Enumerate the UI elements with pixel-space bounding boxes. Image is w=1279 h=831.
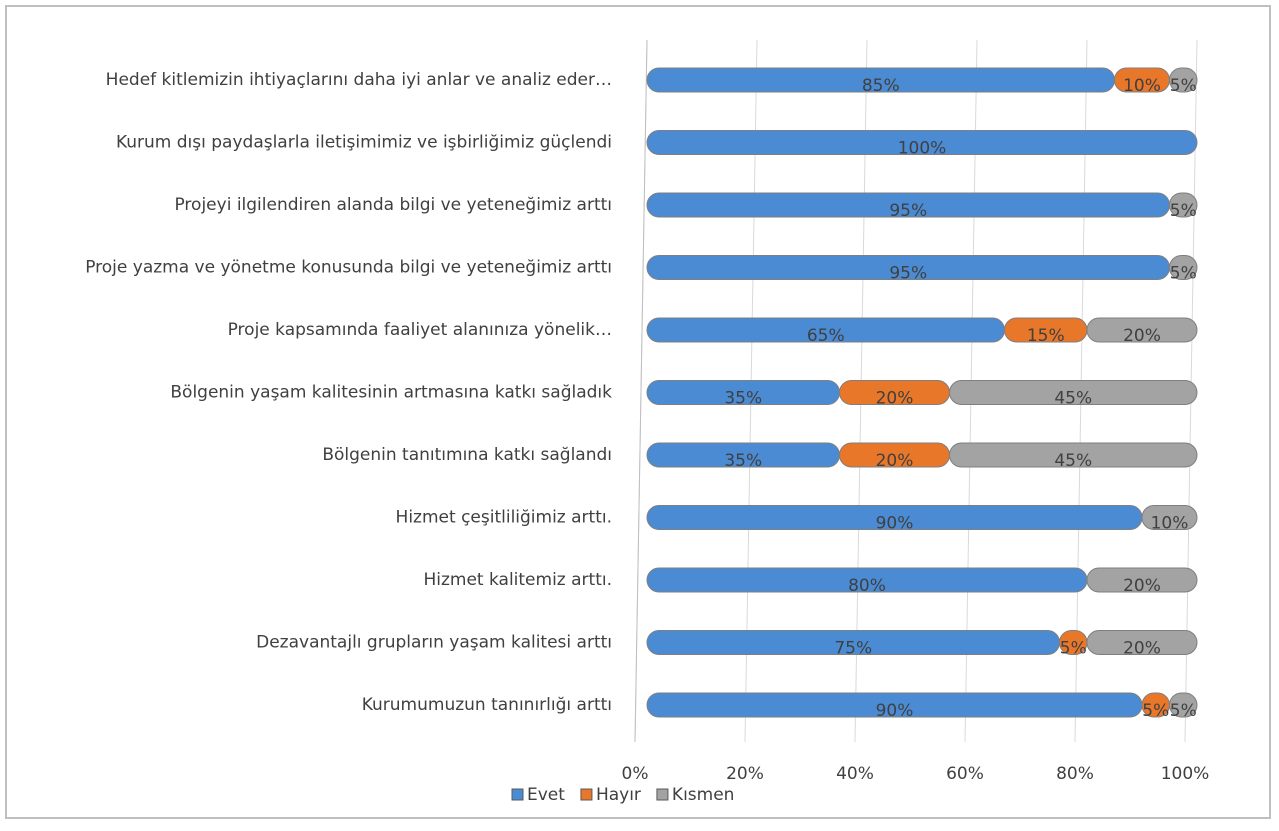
- x-tick-label: 100%: [1161, 764, 1210, 784]
- bar-segment: [1169, 192, 1198, 218]
- data-label: 45%: [1054, 451, 1092, 471]
- data-label: 75%: [834, 639, 872, 659]
- bar-segment: [646, 130, 1198, 155]
- data-label: 45%: [1054, 389, 1092, 409]
- x-tick-label: 40%: [836, 764, 874, 784]
- legend-swatch: [580, 788, 593, 801]
- data-label: 5%: [1170, 76, 1197, 96]
- data-label: 35%: [724, 451, 762, 471]
- x-tick-label: 60%: [946, 764, 984, 784]
- x-tick-label: 20%: [726, 764, 764, 784]
- category-label: Kurum dışı paydaşlarla iletişimimiz ve i…: [116, 133, 612, 153]
- data-label: 65%: [807, 326, 845, 346]
- legend-label: Evet: [527, 785, 565, 805]
- data-label: 20%: [1123, 639, 1161, 659]
- x-tick-label: 0%: [622, 764, 649, 784]
- data-label: 5%: [1170, 201, 1197, 221]
- data-label: 100%: [898, 139, 947, 159]
- category-label: Projeyi ilgilendiren alanda bilgi ve yet…: [174, 195, 612, 215]
- data-label: 20%: [1123, 576, 1161, 596]
- data-label: 90%: [876, 514, 914, 534]
- x-tick-label: 80%: [1056, 764, 1094, 784]
- category-label: Proje kapsamında faaliyet alanınıza yöne…: [228, 320, 612, 340]
- bar-segment: [1141, 505, 1198, 530]
- data-label: 5%: [1142, 701, 1169, 721]
- legend-label: Hayır: [596, 785, 641, 805]
- data-label: 10%: [1151, 514, 1189, 534]
- legend-swatch: [656, 788, 669, 801]
- bar-segment: [1169, 255, 1198, 280]
- data-label: 20%: [876, 389, 914, 409]
- category-label: Dezavantajlı grupların yaşam kalitesi ar…: [256, 633, 612, 653]
- category-label: Hizmet çeşitliliğimiz arttı.: [396, 508, 612, 528]
- bar-segment: [1169, 67, 1198, 93]
- category-label: Bölgenin yaşam kalitesinin artmasına kat…: [170, 383, 612, 403]
- data-label: 20%: [1123, 326, 1161, 346]
- data-label: 20%: [876, 451, 914, 471]
- data-label: 85%: [862, 76, 900, 96]
- data-label: 10%: [1123, 76, 1161, 96]
- bar-segment: [1086, 567, 1198, 593]
- category-label: Hedef kitlemizin ihtiyaçlarını daha iyi …: [106, 70, 612, 90]
- bar-segment: [949, 380, 1198, 405]
- data-label: 5%: [1060, 639, 1087, 659]
- category-label: Proje yazma ve yönetme konusunda bilgi v…: [85, 258, 612, 278]
- data-label: 95%: [889, 264, 927, 284]
- category-label: Bölgenin tanıtımına katkı sağlandı: [322, 445, 612, 465]
- bar-segment: [1086, 630, 1198, 655]
- category-label: Kurumumuzun tanınırlığı arttı: [362, 695, 612, 715]
- data-label: 35%: [724, 389, 762, 409]
- data-label: 5%: [1170, 264, 1197, 284]
- bar-segment: [1086, 317, 1198, 343]
- data-label: 5%: [1170, 701, 1197, 721]
- data-label: 80%: [848, 576, 886, 596]
- legend-swatch: [511, 788, 524, 801]
- data-label: 15%: [1027, 326, 1065, 346]
- data-label: 95%: [889, 201, 927, 221]
- bar-segment: [1169, 692, 1198, 718]
- data-label: 90%: [876, 701, 914, 721]
- axis-line: [634, 39, 648, 743]
- legend-label: Kısmen: [672, 785, 735, 805]
- bar-segment: [949, 442, 1198, 468]
- category-label: Hizmet kalitemiz arttı.: [423, 570, 612, 590]
